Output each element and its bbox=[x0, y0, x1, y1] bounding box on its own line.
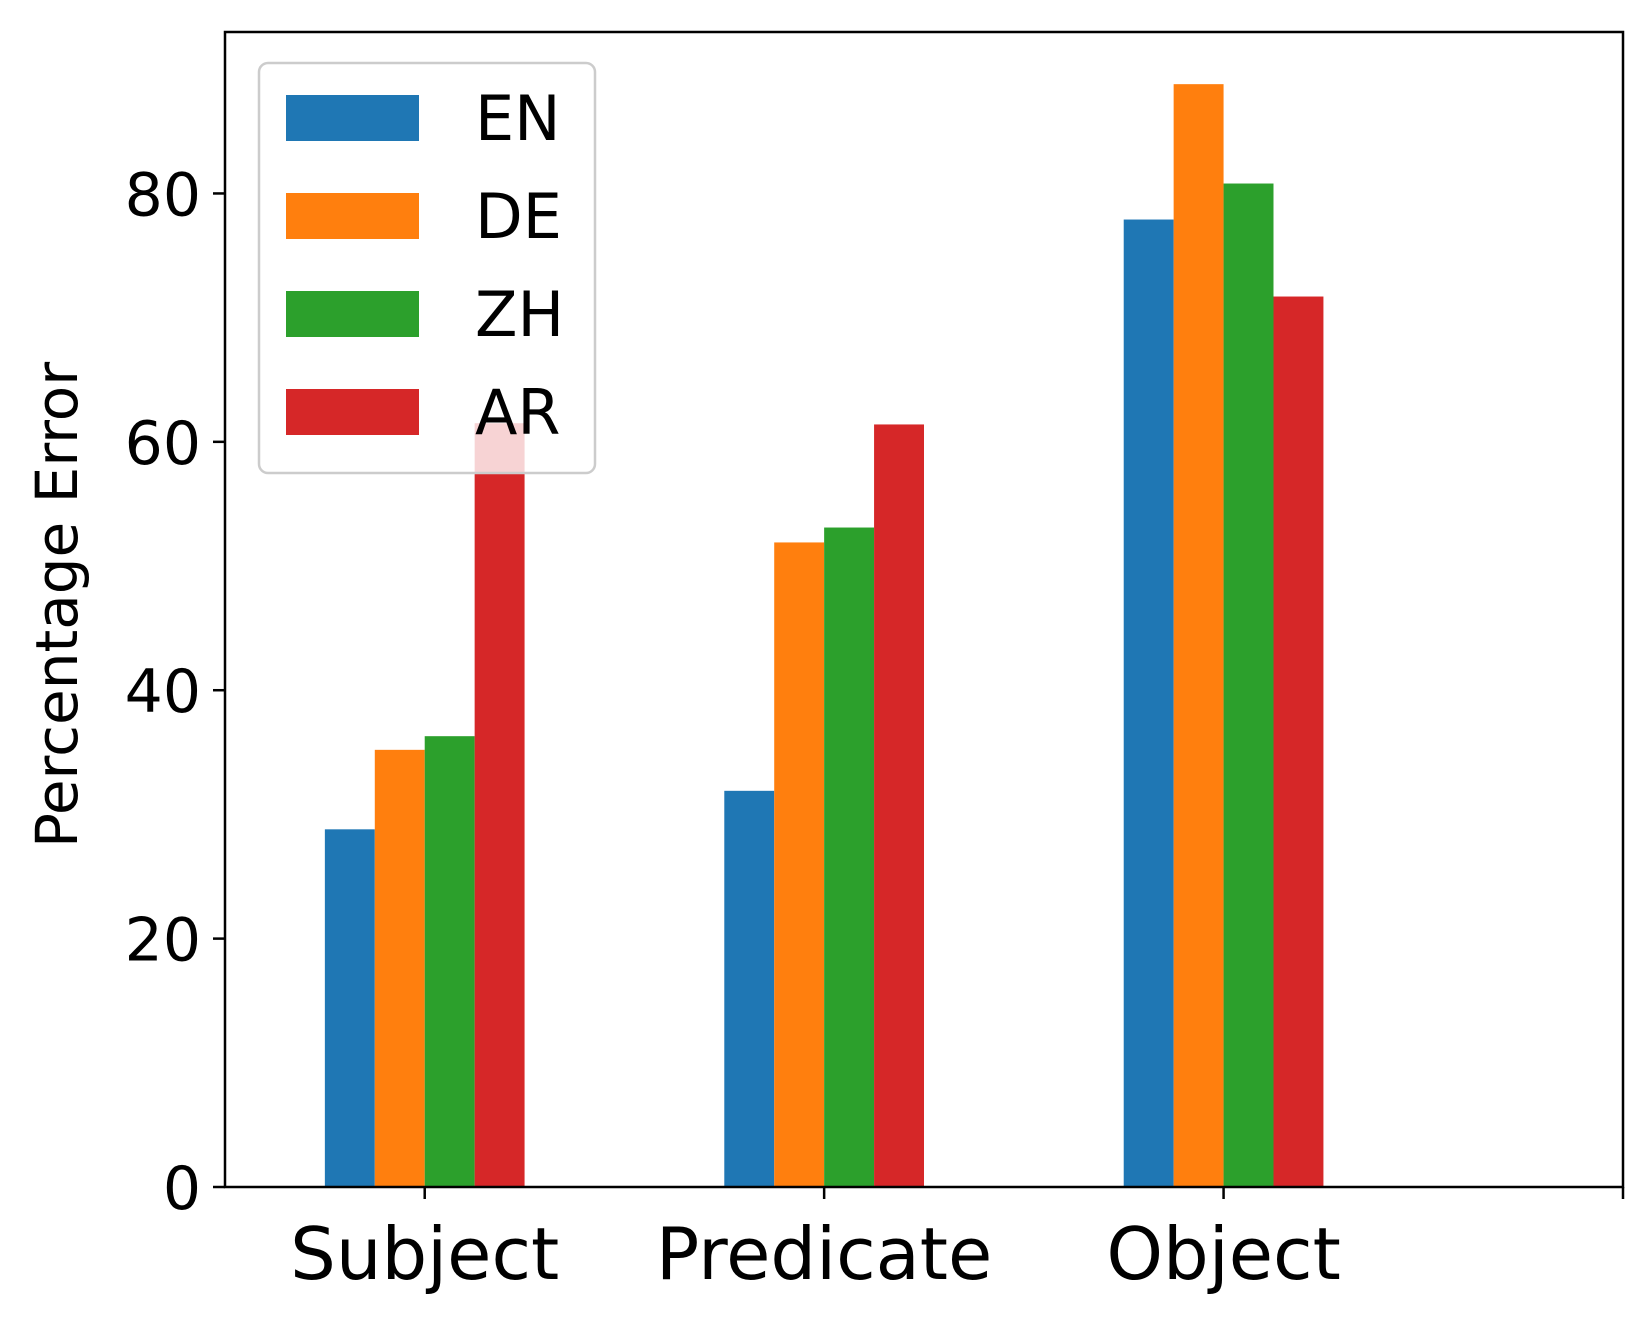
bar-de-subject bbox=[374, 749, 425, 1187]
bar-de-predicate bbox=[774, 542, 825, 1187]
bar-ar-predicate bbox=[874, 424, 924, 1187]
x-tick-label-predicate: Predicate bbox=[656, 1212, 992, 1296]
y-tick-label: 80 bbox=[125, 160, 201, 230]
bar-en-subject bbox=[324, 829, 375, 1187]
legend-swatch-ar bbox=[286, 389, 419, 435]
bar-zh-predicate bbox=[824, 527, 875, 1187]
y-tick-label: 60 bbox=[125, 409, 201, 479]
axes-layer bbox=[223, 30, 1625, 1189]
plot-frame bbox=[223, 30, 1625, 1189]
y-tick-label: 0 bbox=[163, 1154, 201, 1224]
bar-zh-object bbox=[1223, 183, 1274, 1187]
x-tick-label-object: Object bbox=[1106, 1212, 1341, 1296]
y-tick-label: 20 bbox=[125, 906, 201, 976]
bar-ar-subject bbox=[474, 423, 525, 1188]
bar-en-predicate bbox=[724, 790, 775, 1187]
bars-layer bbox=[324, 84, 1324, 1188]
ticks-layer: 0 20 40 60 80 Subject Predicate Object bbox=[125, 160, 1625, 1296]
legend-box bbox=[257, 61, 597, 475]
bar-en-object bbox=[1123, 219, 1174, 1187]
x-tick-label-subject: Subject bbox=[290, 1212, 559, 1296]
bar-ar-object bbox=[1273, 296, 1324, 1187]
y-axis-label: Percentage Error bbox=[23, 362, 91, 848]
legend: EN DE ZH AR bbox=[257, 61, 597, 475]
legend-label-de: DE bbox=[475, 180, 562, 253]
legend-swatch-zh bbox=[286, 291, 419, 337]
legend-swatch-en bbox=[286, 95, 419, 141]
legend-label-zh: ZH bbox=[475, 278, 564, 351]
legend-swatch-de bbox=[286, 193, 419, 239]
legend-label-en: EN bbox=[475, 82, 561, 155]
legend-label-ar: AR bbox=[475, 376, 561, 449]
y-tick-label: 40 bbox=[125, 657, 201, 727]
bar-de-object bbox=[1173, 84, 1224, 1187]
bar-zh-subject bbox=[424, 736, 475, 1187]
